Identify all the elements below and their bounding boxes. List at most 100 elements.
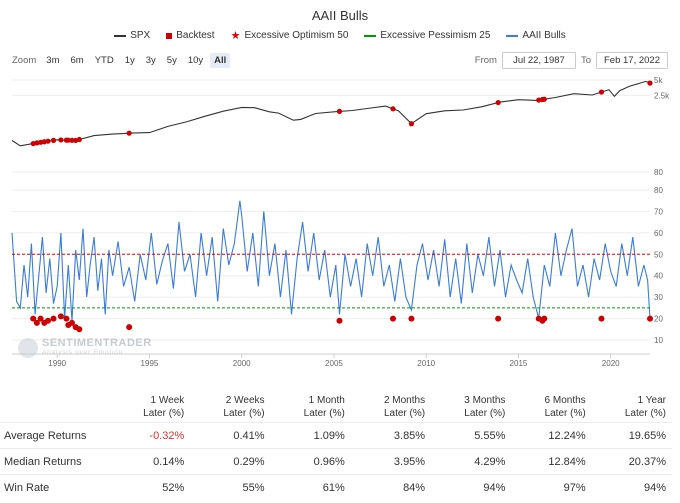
x-tick-label: 1995 (141, 359, 159, 368)
x-tick-label: 2000 (233, 359, 251, 368)
chart-svg: 80 2.5k 5k 10 20 30 40 50 60 70 80 1990 1995 2000 20… (11, 76, 670, 368)
spx-backtest-point (408, 121, 415, 127)
x-tick-label: 1990 (48, 359, 66, 368)
table-row: Median Returns 0.14% 0.29% 0.96% 3.95% 4… (0, 448, 672, 475)
bulls-y-tick-label: 70 (654, 207, 663, 216)
bulls-backtest-point (44, 317, 51, 324)
legend-item-optimism[interactable]: ★ Excessive Optimism 50 (231, 30, 349, 41)
table-cell: 3.85% (350, 422, 432, 449)
bulls-y-tick-label: 80 (654, 186, 663, 195)
row-label: Median Returns (0, 448, 110, 475)
table-cell: 1.09% (270, 422, 351, 449)
spx-backtest-point (58, 137, 64, 143)
legend-symbol-pessimism (364, 34, 377, 37)
column-header: 1 Year Later (%) (624, 395, 666, 419)
to-label: To (580, 55, 591, 66)
zoom-3m-button[interactable]: 3m (46, 55, 60, 66)
table-cell: 12.84% (511, 448, 592, 475)
legend-item-backtest[interactable]: Backtest (166, 30, 215, 41)
zoom-10y-button[interactable]: 10y (187, 55, 204, 66)
aaii-bulls-series-line (11, 200, 651, 321)
bulls-y-tick-label: 10 (654, 336, 663, 345)
gridlines (12, 79, 650, 341)
table-cell: 19.65% (591, 422, 672, 449)
table-cell: -0.32% (110, 422, 191, 449)
column-header: 1 Week Later (%) (143, 395, 185, 419)
zoom-label: Zoom (12, 55, 37, 66)
zoom-all-button[interactable]: All (210, 53, 231, 68)
bulls-y-tick-label: 40 (654, 272, 663, 281)
row-label: Average Returns (0, 422, 110, 449)
table-cell: 20.37% (591, 448, 672, 475)
bulls-backtest-point (389, 315, 396, 322)
x-tick-label: 2005 (325, 359, 343, 368)
table-cell: 12.24% (511, 422, 592, 449)
zoom-1y-button[interactable]: 1y (124, 55, 135, 66)
legend-star-icon: ★ (230, 29, 241, 42)
from-label: From (474, 55, 497, 66)
legend-symbol-backtest (166, 32, 173, 39)
spx-backtest-point (495, 99, 501, 106)
to-date-input[interactable]: Feb 17, 2022 (596, 52, 668, 69)
zoom-5y-button[interactable]: 5y (166, 55, 177, 66)
bulls-y-tick-label: 50 (654, 250, 663, 259)
zoom-3y-button[interactable]: 3y (145, 55, 156, 66)
x-tick-label: 2010 (417, 359, 435, 368)
spx-backtest-point (126, 130, 132, 136)
bulls-backtest-point (76, 326, 83, 333)
bulls-backtest-point (63, 315, 70, 322)
bulls-backtest-point (598, 315, 605, 322)
from-date-input[interactable]: Jul 22, 1987 (501, 52, 576, 69)
table-cell: 4.29% (431, 448, 512, 475)
bulls-backtest-point (30, 315, 37, 322)
table-cell: 0.96% (270, 448, 351, 475)
spx-panel: 80 2.5k 5k (11, 76, 670, 177)
bulls-y-tick-label: 20 (654, 315, 663, 324)
date-range: From Jul 22, 1987 To Feb 17, 2022 (475, 52, 668, 69)
legend-item-aaii-bulls[interactable]: AAII Bulls (506, 30, 566, 41)
bulls-backtest-point (495, 315, 502, 322)
bulls-backtest-point (408, 315, 415, 322)
sentimentrader-logo-icon (18, 338, 38, 358)
column-header: 1 Month Later (%) (303, 395, 345, 419)
spx-backtest-point (50, 137, 57, 143)
legend-item-spx[interactable]: SPX (114, 30, 150, 41)
x-tick-label: 2020 (602, 359, 620, 368)
spx-backtest-point (69, 137, 75, 143)
spx-backtest-point (390, 106, 396, 112)
x-tick-label: 2015 (510, 359, 528, 368)
legend-label-aaii-bulls: AAII Bulls (522, 30, 566, 41)
zoom-ytd-button[interactable]: YTD (94, 55, 114, 66)
bulls-backtest-point (33, 319, 40, 326)
spx-backtest-point (598, 89, 605, 95)
returns-table: 1 Week Later (%) 2 Weeks Later (%) 1 Month… (0, 392, 672, 500)
bulls-panel: 10 20 30 40 50 60 70 80 (11, 186, 663, 345)
bulls-backtest-point (68, 319, 75, 326)
bulls-backtest-point (647, 315, 653, 322)
zoom-6m-button[interactable]: 6m (70, 55, 84, 66)
watermark-name: SENTIMENTRADER (42, 337, 152, 349)
table-cell: 3.95% (350, 448, 432, 475)
table-row: Average Returns -0.32% 0.41% 1.09% 3.85%… (0, 422, 672, 449)
spx-backtest-point (65, 137, 71, 143)
spx-series-line (11, 80, 651, 147)
table-cell: 0.29% (190, 448, 271, 475)
zoom-controls: Zoom 3m 6m YTD 1y 3y 5y 10y All (12, 53, 231, 68)
row-label: Win Rate (0, 474, 110, 500)
table-cell: 52% (110, 474, 191, 500)
table-cell: 0.41% (190, 422, 271, 449)
watermark: SENTIMENTRADER Analysis over Emotion (18, 338, 152, 358)
table-corner (0, 392, 110, 423)
table-row: Win Rate 52% 55% 61% 84% 94% 97% 94% (0, 474, 672, 500)
legend-item-pessimism[interactable]: Excessive Pessimism 25 (364, 30, 490, 41)
spx-y-tick-label: 5k (654, 76, 663, 85)
legend-label-pessimism: Excessive Pessimism 25 (380, 30, 491, 41)
chart-title: AAII Bulls (311, 8, 369, 23)
spx-backtest-point (647, 80, 653, 86)
table-cell: 94% (431, 474, 512, 500)
spx-backtest-point (45, 138, 51, 144)
bulls-backtest-point (50, 315, 57, 322)
table-cell: 94% (591, 474, 672, 500)
chart-legend: SPX Backtest ★ Excessive Optimism 50 Exc… (0, 30, 680, 41)
legend-symbol-aaii-bulls (506, 34, 519, 37)
